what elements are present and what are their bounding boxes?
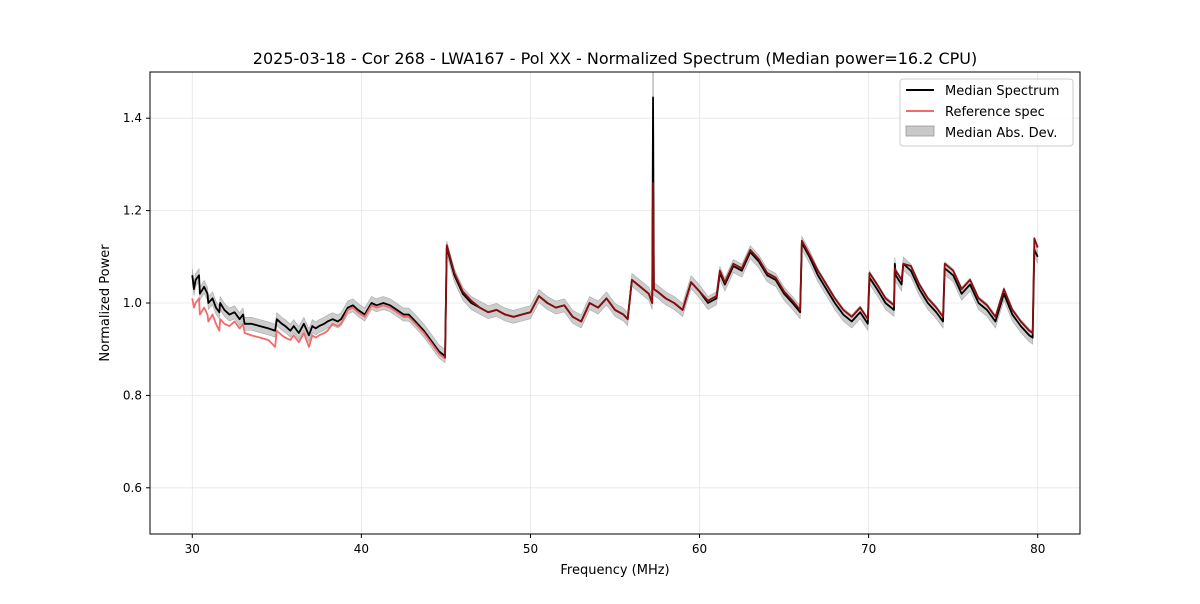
x-axis-label: Frequency (MHz) [560,563,669,578]
mad-band [191,90,1039,364]
reference-spectrum-line [191,297,446,360]
y-tick-label: 1.2 [123,204,142,218]
y-tick-label: 0.8 [123,388,142,402]
x-tick-label: 50 [523,542,538,556]
reference-spectrum-overlap-line [444,181,1039,359]
x-tick-label: 30 [185,542,200,556]
series-layer [191,72,1039,364]
x-tick-label: 60 [692,542,707,556]
legend-reference-label: Reference spec [945,105,1045,120]
x-tick-label: 80 [1030,542,1045,556]
y-tick-label: 0.6 [123,481,142,495]
legend-mad-label: Median Abs. Dev. [945,126,1057,141]
legend-median-label: Median Spectrum [945,84,1059,99]
y-tick-label: 1.0 [123,296,142,310]
x-tick-label: 70 [861,542,876,556]
legend-box [899,78,1074,147]
axes: 30 40 50 60 70 80 0.6 0.8 1.0 1.2 1.4 [123,111,1045,556]
y-tick-label: 1.4 [123,111,142,125]
x-tick-label: 40 [354,542,369,556]
legend-mad-swatch [905,125,935,137]
legend: Median Spectrum Reference spec Median Ab… [899,78,1074,147]
chart-title: 2025-03-18 - Cor 268 - LWA167 - Pol XX -… [253,49,977,68]
y-axis-label: Normalized Power [98,244,113,362]
